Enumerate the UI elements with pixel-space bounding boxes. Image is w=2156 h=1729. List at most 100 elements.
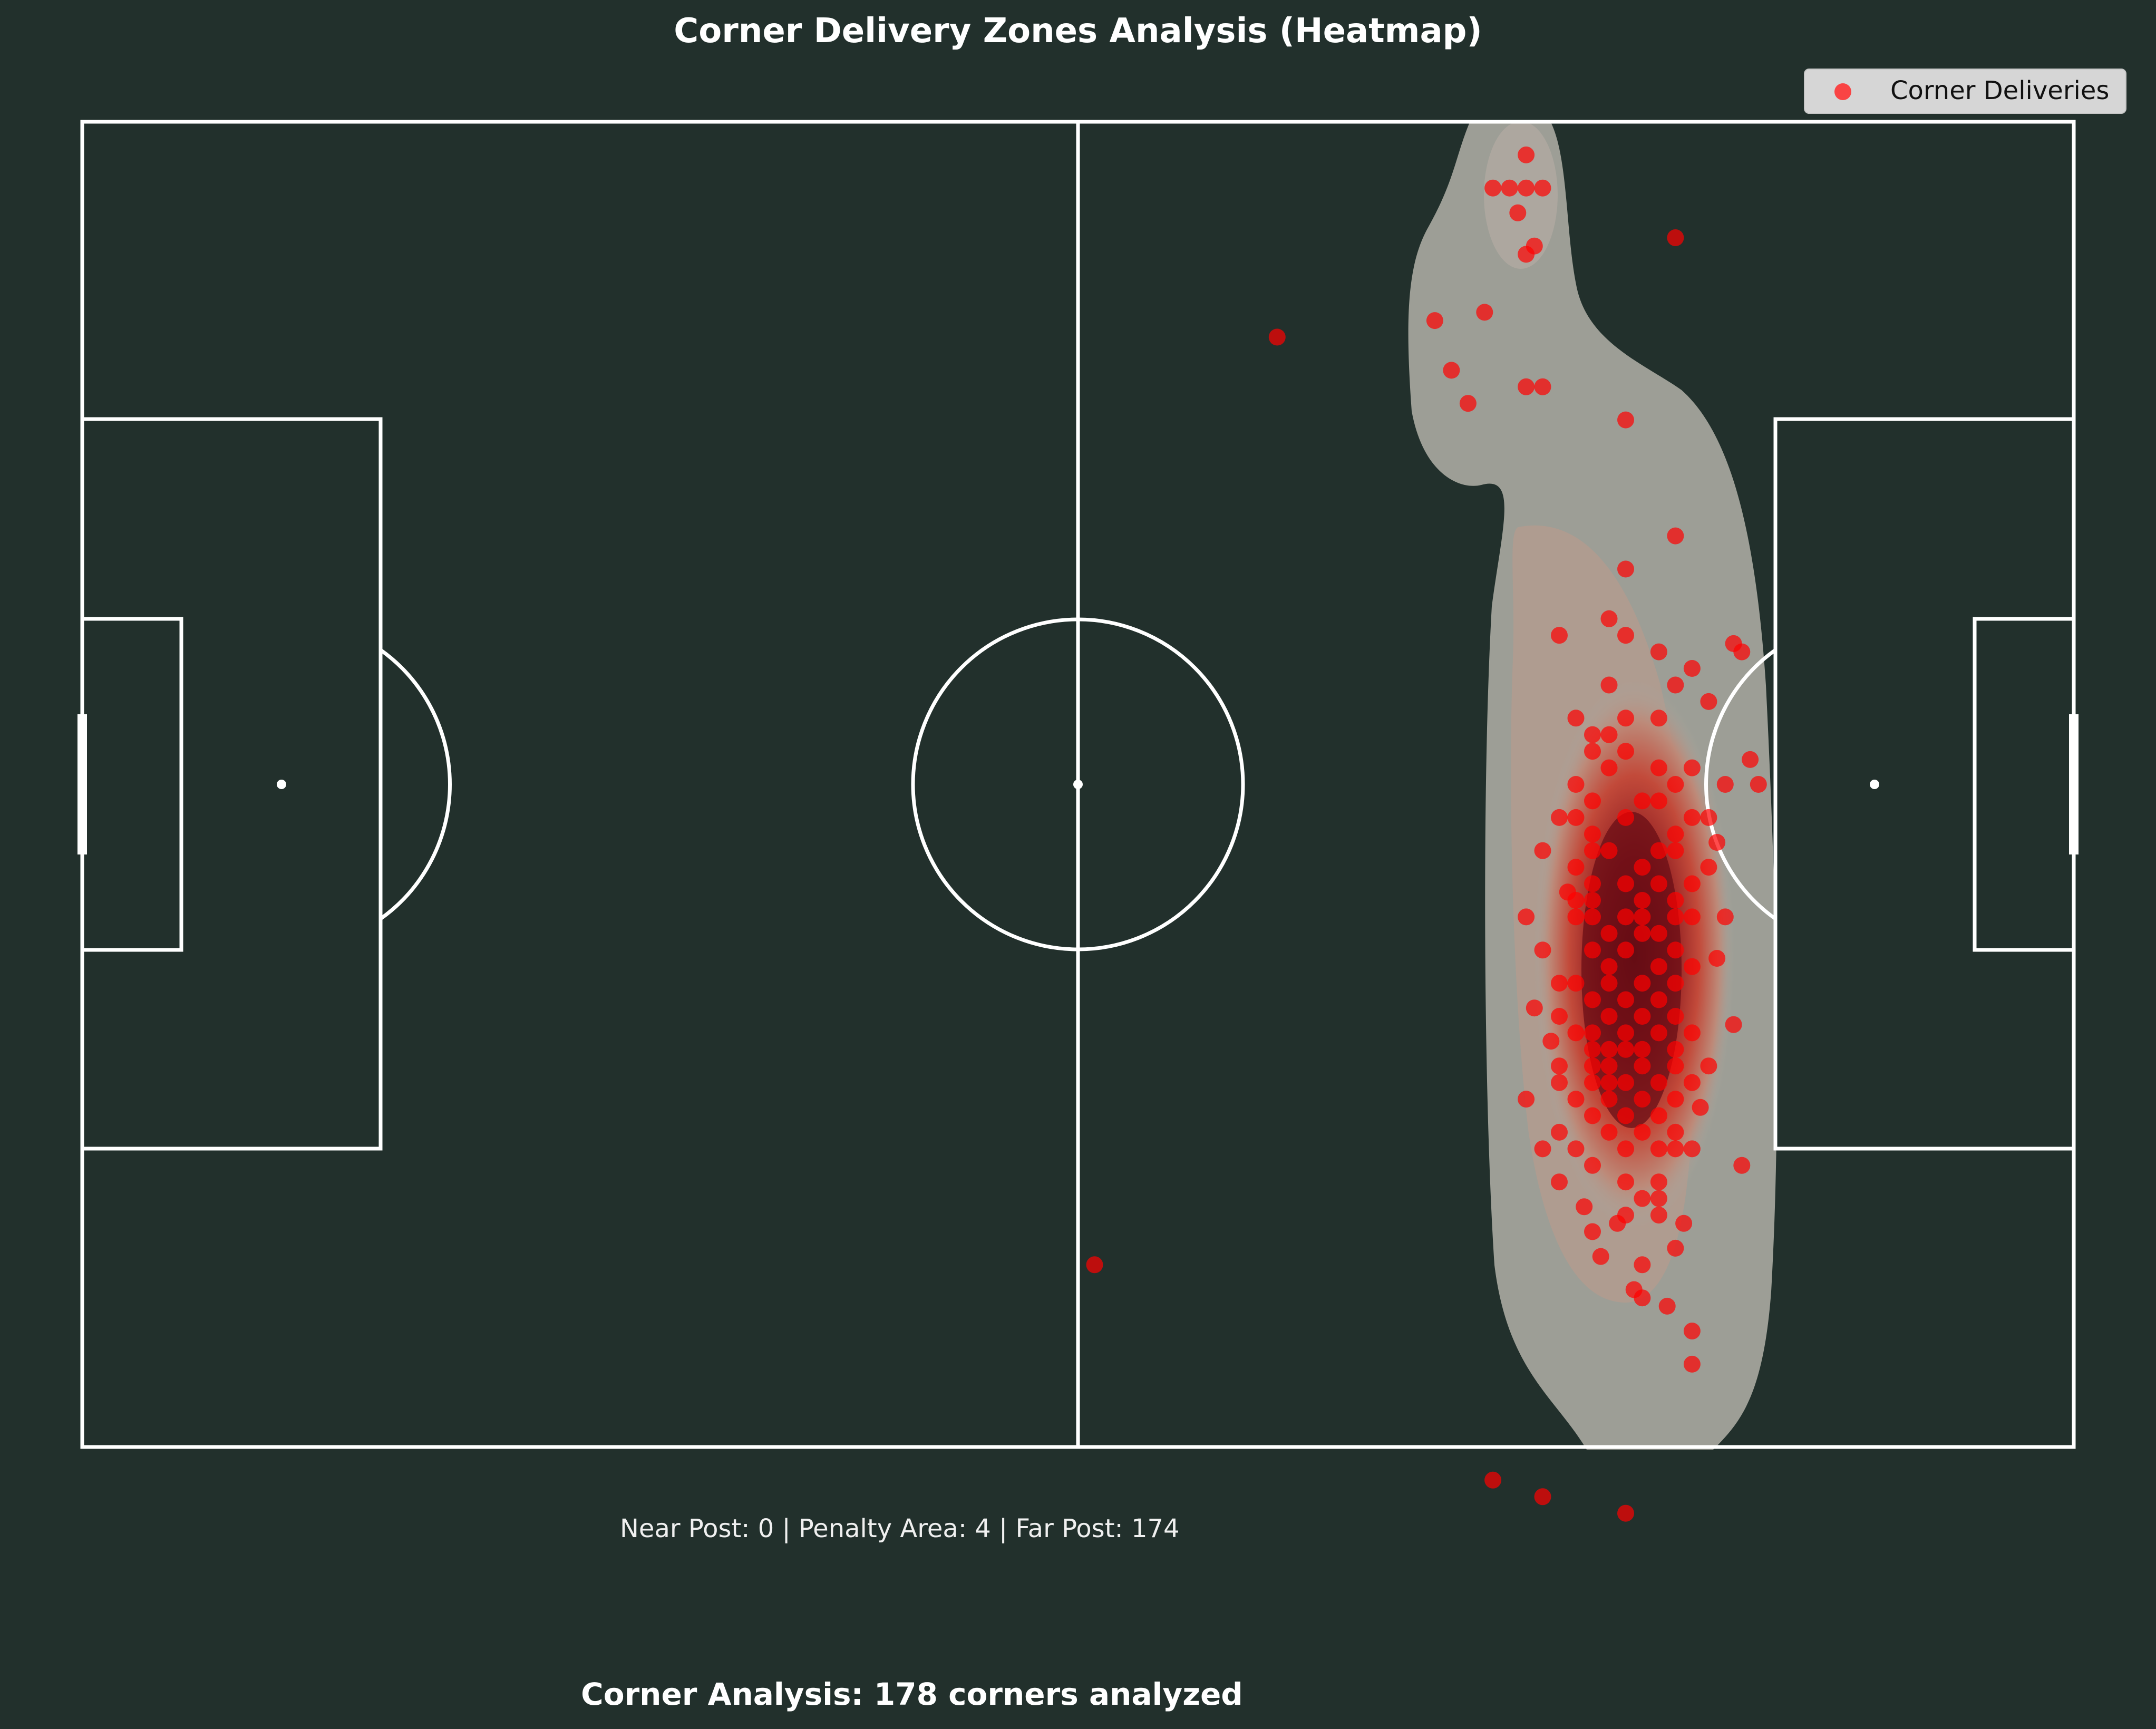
corner-delivery-point <box>1609 1215 1626 1232</box>
corner-delivery-point <box>1650 875 1667 892</box>
corner-delivery-point <box>1584 726 1601 743</box>
corner-delivery-point <box>1600 975 1618 992</box>
corner-delivery-point <box>1567 1140 1585 1158</box>
corner-delivery-point <box>1650 991 1667 1008</box>
legend-label: Corner Deliveries <box>1890 76 2110 105</box>
corner-delivery-point <box>1600 842 1618 859</box>
corner-delivery-point <box>1650 1190 1667 1207</box>
corner-delivery-point <box>1459 395 1477 412</box>
corner-delivery-point <box>1617 1041 1634 1058</box>
corner-delivery-point <box>1683 1024 1701 1042</box>
corner-delivery-point <box>1650 925 1667 942</box>
corner-delivery-point <box>1518 146 1535 163</box>
corner-delivery-point <box>1716 908 1734 926</box>
corner-delivery-point <box>1584 743 1601 760</box>
corner-delivery-point <box>1667 1091 1684 1108</box>
corner-delivery-point <box>1426 312 1443 329</box>
corner-delivery-point <box>1534 941 1551 959</box>
corner-delivery-point <box>1518 378 1535 395</box>
corner-delivery-point <box>1650 759 1667 776</box>
corner-delivery-point <box>1617 1140 1634 1158</box>
corner-delivery-point <box>1650 1140 1667 1158</box>
corner-delivery-point <box>1443 362 1460 379</box>
corner-delivery-point <box>1551 627 1568 644</box>
corner-delivery-point <box>1617 710 1634 727</box>
zone-counts-text: Near Post: 0 | Penalty Area: 4 | Far Pos… <box>620 1514 1180 1543</box>
corner-delivery-point <box>1675 1215 1693 1232</box>
corner-delivery-point <box>1667 941 1684 959</box>
corner-delivery-point <box>1650 792 1667 810</box>
corner-delivery-point <box>1600 676 1618 694</box>
corner-delivery-point <box>1584 825 1601 843</box>
corner-delivery-point <box>1667 892 1684 909</box>
density-heatmap <box>1408 121 1777 1450</box>
corner-delivery-point <box>1617 411 1634 429</box>
corner-delivery-point <box>1584 1024 1601 1042</box>
corner-delivery-point <box>1584 1107 1601 1124</box>
corner-delivery-point <box>1551 1057 1568 1075</box>
corner-delivery-point <box>1733 1157 1751 1174</box>
corner-delivery-point <box>1526 237 1543 255</box>
corner-delivery-point <box>1617 908 1634 926</box>
corner-delivery-point <box>1567 1024 1585 1042</box>
corner-delivery-point <box>1742 751 1759 768</box>
corner-delivery-point <box>1617 1173 1634 1191</box>
corner-delivery-point <box>1584 1223 1601 1240</box>
corner-delivery-point <box>1600 610 1618 627</box>
corner-delivery-point <box>1683 1355 1701 1373</box>
corner-delivery-point <box>1650 1107 1667 1124</box>
corner-delivery-point <box>1617 809 1634 826</box>
corner-delivery-point <box>1650 1024 1667 1042</box>
corner-delivery-point <box>1634 1057 1651 1075</box>
corner-delivery-point <box>1683 908 1701 926</box>
centre-spot <box>1073 780 1083 789</box>
corner-delivery-point <box>1551 809 1568 826</box>
corner-delivery-point <box>1683 875 1701 892</box>
corner-delivery-point <box>1650 710 1667 727</box>
corner-delivery-point <box>1617 875 1634 892</box>
corner-delivery-point <box>1634 908 1651 926</box>
corner-delivery-point <box>1634 892 1651 909</box>
corner-delivery-point <box>1683 809 1701 826</box>
corner-delivery-point <box>1700 859 1717 876</box>
corner-delivery-point <box>1542 1033 1560 1050</box>
corner-delivery-point <box>1584 1157 1601 1174</box>
corner-delivery-point <box>1584 908 1601 926</box>
corner-delivery-point <box>1667 908 1684 926</box>
corner-delivery-point <box>1667 776 1684 793</box>
chart-title: Corner Delivery Zones Analysis (Heatmap) <box>674 12 1482 51</box>
corner-delivery-point <box>1584 991 1601 1008</box>
corner-delivery-point <box>1551 1173 1568 1191</box>
corner-delivery-point <box>1584 1041 1601 1058</box>
corner-delivery-point <box>1634 925 1651 942</box>
corner-delivery-point <box>1667 1008 1684 1025</box>
corner-summary-text: Corner Analysis: 178 corners analyzed <box>581 1676 1243 1712</box>
left-penalty-spot <box>277 780 286 789</box>
corner-delivery-point <box>1584 1074 1601 1091</box>
corner-delivery-point <box>1476 304 1493 321</box>
corner-delivery-point <box>1667 1239 1684 1257</box>
corner-delivery-point <box>1650 1173 1667 1191</box>
corner-delivery-point <box>1518 908 1535 926</box>
corner-delivery-point <box>1683 1140 1701 1158</box>
corner-delivery-point <box>1700 809 1717 826</box>
corner-delivery-point <box>1708 950 1726 967</box>
corner-delivery-point <box>1584 892 1601 909</box>
corner-delivery-point <box>1667 842 1684 859</box>
corner-delivery-point <box>1634 859 1651 876</box>
corner-delivery-point <box>1534 842 1551 859</box>
corner-delivery-point <box>1658 1297 1676 1315</box>
corner-delivery-point <box>1600 958 1618 975</box>
corner-delivery-point <box>1484 179 1502 197</box>
corner-delivery-point <box>1534 179 1551 197</box>
corner-delivery-point <box>1567 908 1585 926</box>
corner-delivery-point <box>1551 975 1568 992</box>
corner-delivery-point <box>1086 1256 1103 1274</box>
corner-delivery-point <box>1725 1016 1742 1033</box>
corner-delivery-point <box>1634 1008 1651 1025</box>
legend: Corner Deliveries <box>1804 69 2126 114</box>
corner-delivery-point <box>1600 1123 1618 1141</box>
corner-delivery-point <box>1634 1256 1651 1274</box>
corner-delivery-point <box>1617 1074 1634 1091</box>
